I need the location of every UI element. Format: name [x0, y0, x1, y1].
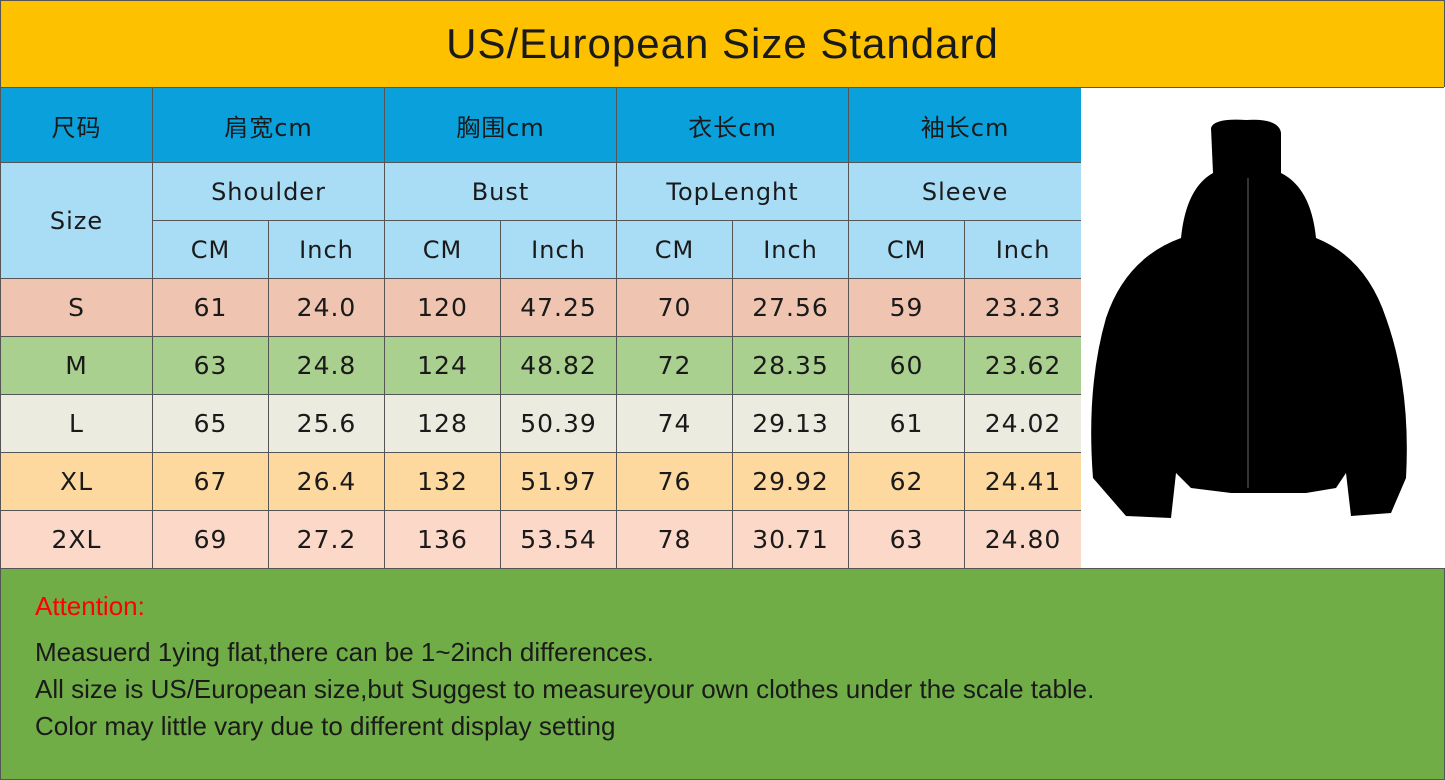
value-cell: 61 — [152, 278, 269, 337]
attention-line: Measuerd 1ying flat,there can be 1~2inch… — [35, 637, 654, 667]
header-row-english: Size Shoulder Bust TopLenght Sleeve — [0, 162, 1083, 279]
unit-cell: CM — [384, 220, 502, 279]
value-cell: 132 — [384, 452, 502, 511]
table-row: L 65 25.6 128 50.39 74 29.13 61 24.02 — [0, 394, 1083, 453]
size-cell: S — [0, 278, 153, 337]
value-cell: 23.23 — [964, 278, 1083, 337]
value-cell: 50.39 — [500, 394, 618, 453]
value-cell: 27.56 — [732, 278, 850, 337]
page-title: US/European Size Standard — [0, 0, 1445, 87]
value-cell: 78 — [616, 510, 734, 569]
value-cell: 128 — [384, 394, 502, 453]
size-table: 尺码 肩宽cm 胸围cm 衣长cm 袖长cm Size Shoulder Bus… — [0, 87, 1083, 569]
hoodie-icon — [1091, 119, 1407, 518]
header-size: Size — [0, 162, 153, 279]
product-image — [1081, 87, 1444, 569]
value-cell: 24.41 — [964, 452, 1083, 511]
value-cell: 24.02 — [964, 394, 1083, 453]
unit-cell: CM — [616, 220, 734, 279]
value-cell: 72 — [616, 336, 734, 395]
value-cell: 25.6 — [267, 394, 386, 453]
header-cell: Shoulder — [151, 162, 386, 221]
attention-line: Color may little vary due to different d… — [35, 711, 616, 741]
value-cell: 59 — [848, 278, 966, 337]
header-cell: 衣长cm — [616, 87, 850, 163]
unit-cell: Inch — [500, 220, 618, 279]
header-cell: TopLenght — [616, 162, 850, 221]
size-cell: 2XL — [0, 510, 153, 569]
header-row-chinese: 尺码 肩宽cm 胸围cm 衣长cm 袖长cm — [0, 87, 1083, 163]
value-cell: 74 — [616, 394, 734, 453]
unit-cell: Inch — [732, 220, 850, 279]
value-cell: 24.80 — [964, 510, 1083, 569]
value-cell: 30.71 — [732, 510, 850, 569]
value-cell: 63 — [152, 336, 269, 395]
table-row: M 63 24.8 124 48.82 72 28.35 60 23.62 — [0, 336, 1083, 395]
value-cell: 76 — [616, 452, 734, 511]
header-cell: Bust — [384, 162, 618, 221]
value-cell: 67 — [152, 452, 269, 511]
value-cell: 136 — [384, 510, 502, 569]
value-cell: 26.4 — [267, 452, 386, 511]
value-cell: 29.13 — [732, 394, 850, 453]
table-row: 2XL 69 27.2 136 53.54 78 30.71 63 24.80 — [0, 510, 1083, 569]
value-cell: 62 — [848, 452, 966, 511]
unit-cell: Inch — [267, 220, 386, 279]
value-cell: 65 — [152, 394, 269, 453]
header-cell: 胸围cm — [384, 87, 618, 163]
header-cell: Sleeve — [848, 162, 1083, 221]
value-cell: 60 — [848, 336, 966, 395]
value-cell: 120 — [384, 278, 502, 337]
attention-panel: Attention: Measuerd 1ying flat,there can… — [0, 568, 1445, 780]
attention-label: Attention: — [35, 591, 145, 621]
value-cell: 48.82 — [500, 336, 618, 395]
value-cell: 69 — [152, 510, 269, 569]
value-cell: 53.54 — [500, 510, 618, 569]
value-cell: 47.25 — [500, 278, 618, 337]
value-cell: 23.62 — [964, 336, 1083, 395]
size-cell: M — [0, 336, 153, 395]
unit-cell: Inch — [964, 220, 1083, 279]
value-cell: 29.92 — [732, 452, 850, 511]
header-cell: 袖长cm — [848, 87, 1083, 163]
size-cell: XL — [0, 452, 153, 511]
value-cell: 70 — [616, 278, 734, 337]
value-cell: 61 — [848, 394, 966, 453]
table-row: S 61 24.0 120 47.25 70 27.56 59 23.23 — [0, 278, 1083, 337]
value-cell: 51.97 — [500, 452, 618, 511]
attention-line: All size is US/European size,but Suggest… — [35, 674, 1095, 704]
value-cell: 28.35 — [732, 336, 850, 395]
size-cell: L — [0, 394, 153, 453]
value-cell: 24.8 — [267, 336, 386, 395]
unit-cell: CM — [152, 220, 269, 279]
header-cell: 尺码 — [0, 87, 153, 163]
value-cell: 63 — [848, 510, 966, 569]
unit-cell: CM — [848, 220, 966, 279]
value-cell: 27.2 — [267, 510, 386, 569]
value-cell: 124 — [384, 336, 502, 395]
header-cell: 肩宽cm — [151, 87, 386, 163]
header-row-units: CM Inch CM Inch CM Inch CM Inch — [1, 220, 1083, 279]
table-row: XL 67 26.4 132 51.97 76 29.92 62 24.41 — [0, 452, 1083, 511]
value-cell: 24.0 — [267, 278, 386, 337]
